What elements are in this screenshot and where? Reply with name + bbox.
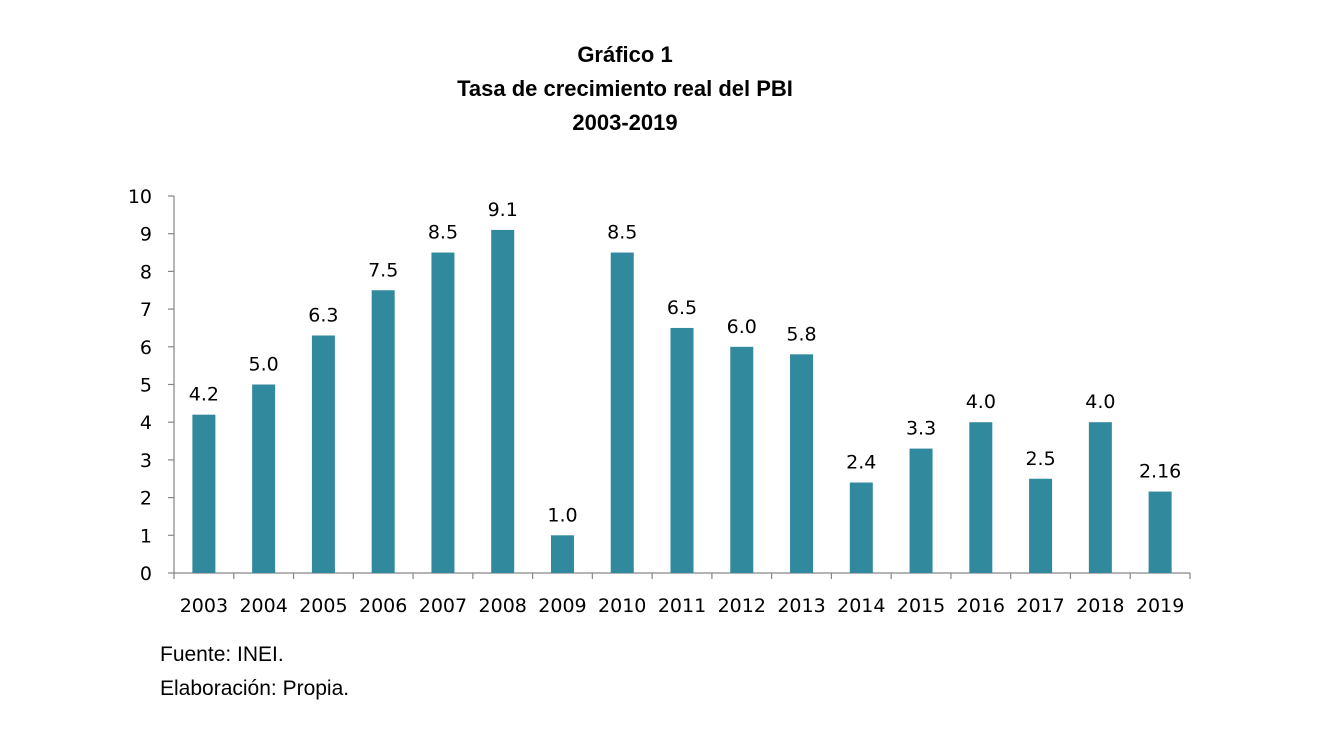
bar [1088, 422, 1112, 573]
x-tick-label: 2012 [718, 595, 766, 617]
x-tick-label: 2005 [299, 595, 347, 617]
bar [550, 535, 574, 573]
x-tick-label: 2013 [777, 595, 825, 617]
y-tick-label: 5 [140, 375, 152, 397]
bar [431, 252, 455, 574]
x-tick-label: 2017 [1016, 595, 1064, 617]
chart-title-line-3: 2003-2019 [572, 110, 678, 135]
data-label: 2.5 [1025, 448, 1055, 470]
bar [1029, 478, 1053, 573]
data-label: 2.4 [846, 452, 876, 474]
x-tick-label: 2007 [419, 595, 467, 617]
x-tick-label: 2015 [897, 595, 945, 617]
bar [610, 252, 634, 574]
x-tick-label: 2011 [658, 595, 706, 617]
bar [491, 229, 515, 573]
y-tick-label: 10 [128, 186, 152, 208]
x-tick-label: 2019 [1136, 595, 1184, 617]
data-label: 4.0 [966, 391, 996, 413]
y-tick-label: 7 [140, 299, 152, 321]
bar [1148, 491, 1172, 573]
y-tick-label: 9 [140, 224, 152, 246]
bar [909, 448, 933, 573]
x-tick-label: 2014 [837, 595, 885, 617]
bar [311, 335, 335, 573]
x-tick-label: 2008 [479, 595, 527, 617]
data-label: 4.0 [1085, 391, 1115, 413]
chart-title-line-1: Gráfico 1 [577, 42, 673, 67]
chart-title-block: Gráfico 1 Tasa de crecimiento real del P… [0, 38, 1250, 140]
y-tick-label: 2 [140, 488, 152, 510]
bar [790, 354, 814, 573]
bar [969, 422, 993, 573]
bar [252, 384, 276, 573]
bar [371, 290, 395, 573]
data-label: 9.1 [488, 199, 518, 221]
x-tick-label: 2004 [239, 595, 287, 617]
x-tick-label: 2016 [957, 595, 1005, 617]
data-label: 6.5 [667, 297, 697, 319]
data-label: 8.5 [428, 222, 458, 244]
data-label: 5.0 [249, 354, 279, 376]
data-label: 1.0 [547, 504, 577, 526]
bar [849, 482, 873, 573]
bar [192, 414, 216, 573]
data-label: 3.3 [906, 418, 936, 440]
x-tick-label: 2003 [180, 595, 228, 617]
x-tick-label: 2018 [1076, 595, 1124, 617]
data-label: 7.5 [368, 259, 398, 281]
y-tick-label: 6 [140, 337, 152, 359]
x-tick-label: 2009 [538, 595, 586, 617]
bar [730, 346, 754, 573]
data-label: 6.0 [727, 316, 757, 338]
data-label: 5.8 [786, 323, 816, 345]
y-tick-label: 4 [140, 412, 152, 434]
data-label: 8.5 [607, 222, 637, 244]
bar [670, 327, 694, 573]
y-tick-label: 8 [140, 261, 152, 283]
y-tick-label: 3 [140, 450, 152, 472]
source-note: Fuente: INEI. [160, 643, 284, 666]
data-label: 2.16 [1139, 461, 1181, 483]
author-note: Elaboración: Propia. [160, 677, 350, 700]
data-label: 6.3 [308, 304, 338, 326]
y-tick-label: 0 [140, 563, 152, 585]
data-label: 4.2 [189, 384, 219, 406]
chart-title-line-2: Tasa de crecimiento real del PBI [457, 76, 793, 101]
y-tick-label: 1 [140, 525, 152, 547]
x-tick-label: 2010 [598, 595, 646, 617]
x-tick-label: 2006 [359, 595, 407, 617]
